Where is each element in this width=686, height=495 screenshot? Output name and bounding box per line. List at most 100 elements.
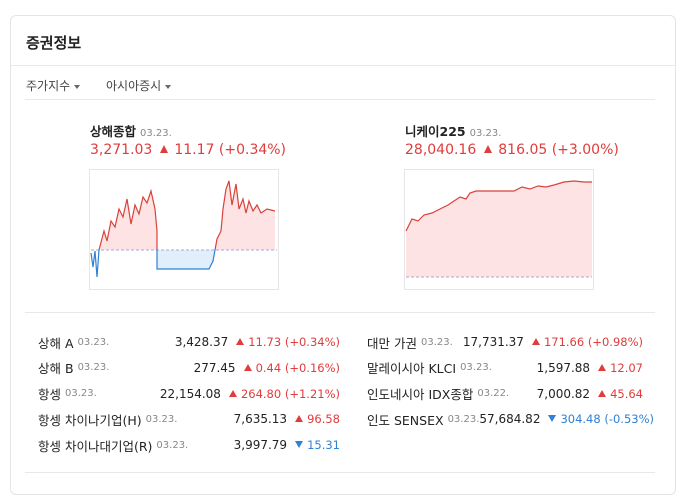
card-title: 증권정보 <box>26 34 82 52</box>
price: 3,997.79 <box>233 438 288 453</box>
index-row[interactable]: 상해 A 03.23. 3,428.37 11.73 (+0.34%) <box>38 332 340 352</box>
index-name: 인도 SENSEX <box>367 412 444 428</box>
area-up <box>99 191 157 250</box>
percent: (+0.16%) <box>284 360 340 375</box>
change-value: 96.58 <box>307 412 340 427</box>
line-up <box>405 180 592 232</box>
direction-arrow <box>295 441 304 449</box>
change: 171.66 (+0.98%) <box>544 335 643 349</box>
percent: (-0.53%) <box>604 412 655 427</box>
direction-arrow <box>160 145 169 153</box>
change: 45.64 <box>610 387 643 401</box>
area-up <box>406 181 592 277</box>
change-value: 45.64 <box>610 386 643 401</box>
index-row[interactable]: 말레이시아 KLCI 03.23. 1,597.88 12.07 <box>367 358 643 378</box>
direction-arrow <box>598 363 607 371</box>
divider <box>25 312 655 313</box>
index-row[interactable]: 인도네시아 IDX종합 03.22. 7,000.82 45.64 <box>367 384 643 404</box>
index-quote: 28,040.16 816.05 (+3.00%) <box>405 142 619 158</box>
index-row[interactable]: 항셍 03.23. 22,154.08 264.80 (+1.21%) <box>38 384 340 404</box>
direction-arrow <box>548 415 557 423</box>
price: 57,684.82 <box>479 412 541 427</box>
direction-arrow <box>243 363 252 371</box>
direction-arrow <box>598 389 607 397</box>
index-name: 인도네시아 IDX종합 <box>367 387 474 403</box>
price: 28,040.16 <box>405 142 477 158</box>
index-row[interactable]: 항셍 차이나기업(H) 03.23. 7,635.13 96.58 <box>38 409 340 429</box>
divider <box>10 65 676 66</box>
percent: (+1.21%) <box>284 386 340 401</box>
date: 03.23. <box>460 362 492 374</box>
percent: (+0.34%) <box>284 335 340 349</box>
date: 03.22. <box>477 388 510 400</box>
line-up <box>98 188 158 251</box>
sparkline-chart <box>89 169 279 290</box>
direction-arrow <box>236 338 245 345</box>
index-name-text: 상해종합 <box>90 124 137 139</box>
date: 03.23. <box>65 388 97 400</box>
date: 03.23. <box>469 128 502 139</box>
sparkline-chart <box>404 169 594 290</box>
tab[interactable]: 주가지수 <box>26 77 80 94</box>
change: 11.73 (+0.34%) <box>248 335 340 349</box>
change: 12.07 <box>610 361 643 375</box>
change: 264.80 (+1.21%) <box>241 387 340 401</box>
price: 17,731.37 <box>462 335 524 349</box>
price: 22,154.08 <box>159 386 221 401</box>
date: 03.23. <box>156 439 189 451</box>
index-row[interactable]: 항셍 차이나대기업(R) 03.23. 3,997.79 15.31 <box>38 435 340 455</box>
direction-arrow <box>531 338 540 345</box>
direction-arrow <box>484 145 493 153</box>
line-down <box>90 249 100 278</box>
direction-arrow <box>295 415 304 423</box>
index-row[interactable]: 상해 B 03.23. 277.45 0.44 (+0.16%) <box>38 358 340 378</box>
index-name: 항셍 <box>38 387 62 403</box>
change: 816.05 <box>498 142 548 158</box>
price: 3,271.03 <box>90 142 153 158</box>
percent: (+0.34%) <box>218 142 287 158</box>
index-row[interactable]: 인도 SENSEX 03.23. 57,684.82 304.48 (-0.53%) <box>367 409 654 429</box>
change-value: 171.66 <box>543 335 585 349</box>
price: 277.45 <box>193 360 236 375</box>
divider <box>25 99 655 100</box>
index-name-text: 니케이225 <box>405 124 466 139</box>
price: 7,635.13 <box>233 412 288 427</box>
index-name: 항셍 차이나대기업(R) <box>38 438 153 454</box>
change-value: 264.80 <box>240 386 282 401</box>
change: 11.17 <box>174 142 215 158</box>
price: 7,000.82 <box>536 386 591 401</box>
percent: (+0.98%) <box>587 335 643 349</box>
index-name[interactable]: 상해종합 03.23. <box>90 121 172 140</box>
area-up <box>215 181 275 250</box>
change: 96.58 <box>307 412 340 426</box>
change-value: 15.31 <box>307 438 340 453</box>
percent: (+3.00%) <box>551 142 619 158</box>
change-value: 304.48 <box>560 412 601 427</box>
date: 03.23. <box>447 413 480 425</box>
direction-arrow <box>228 389 237 397</box>
date: 03.23. <box>145 413 178 425</box>
change-value: 12.07 <box>610 360 643 375</box>
change-value: 11.73 <box>248 335 282 349</box>
change-value: 0.44 <box>255 360 282 375</box>
date: 03.23. <box>77 362 110 374</box>
page: 증권정보 주가지수 아시아증시 (() => { const data = JS… <box>0 0 686 478</box>
index-name: 대만 가권 <box>367 335 417 351</box>
divider <box>25 472 655 473</box>
change: 304.48 (-0.53%) <box>560 412 654 426</box>
tab[interactable]: 아시아증시 <box>106 77 171 94</box>
line-down <box>156 249 216 270</box>
index-quote: 3,271.03 11.17 (+0.34%) <box>90 142 286 158</box>
index-name: 상해 A <box>38 335 74 351</box>
price: 3,428.37 <box>174 335 229 349</box>
index-name: 말레이시아 KLCI <box>367 361 457 377</box>
index-name: 상해 B <box>38 361 74 377</box>
area-down <box>157 250 215 269</box>
change: 15.31 <box>307 438 340 452</box>
index-name: 항셍 차이나기업(H) <box>38 412 142 428</box>
change: 0.44 (+0.16%) <box>256 361 340 375</box>
index-name[interactable]: 니케이225 03.23. <box>405 121 501 140</box>
index-row[interactable]: 대만 가권 03.23. 17,731.37 171.66 (+0.98%) <box>367 332 643 352</box>
date: 03.23. <box>140 128 172 139</box>
price: 1,597.88 <box>536 360 591 375</box>
